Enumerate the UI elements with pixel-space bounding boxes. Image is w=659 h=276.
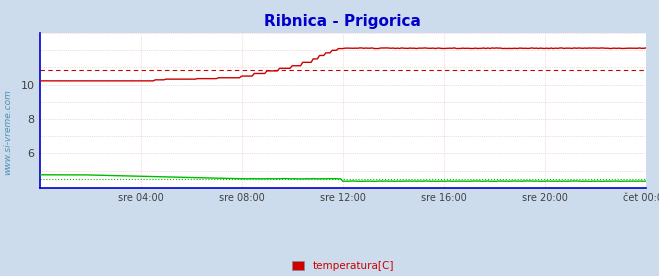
Title: Ribnica - Prigorica: Ribnica - Prigorica [264, 14, 421, 29]
Legend: temperatura[C], pretok[m3/s]: temperatura[C], pretok[m3/s] [287, 257, 398, 276]
Text: www.si-vreme.com: www.si-vreme.com [3, 89, 13, 176]
